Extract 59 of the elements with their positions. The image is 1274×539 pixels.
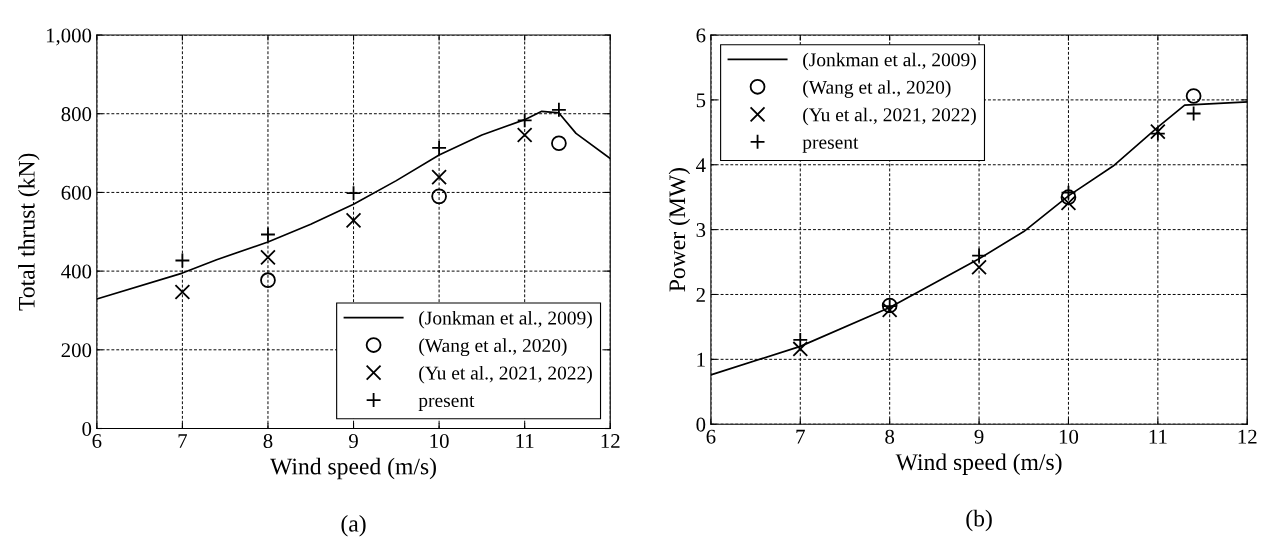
x-tick-label: 6 [706, 429, 716, 444]
y-axis-title: Total thrust (kN) [18, 153, 40, 311]
x-tick-label: 10 [1059, 429, 1079, 444]
x-tick-label: 11 [516, 434, 534, 448]
point [1185, 88, 1202, 104]
point [260, 249, 276, 266]
legend-label: (Jonkman et al., 2009) [803, 52, 976, 71]
x-tick-label: 7 [178, 434, 187, 448]
point [881, 302, 898, 318]
point [1060, 195, 1077, 211]
x-tick-label: 11 [1149, 429, 1167, 444]
point [260, 272, 276, 289]
x-tick-label: 8 [263, 433, 273, 449]
y-tick-label: 400 [61, 264, 92, 279]
legend-label: present [802, 137, 859, 153]
x-tick-label: 6 [92, 434, 102, 449]
point [971, 259, 987, 276]
point [431, 169, 447, 185]
x-tick-label: 8 [885, 429, 895, 444]
point [174, 252, 191, 269]
y-tick-label: 3 [696, 223, 706, 238]
point [345, 212, 362, 229]
y-tick-label: 600 [61, 185, 92, 200]
legend-label: (Jonkman et al., 2009) [419, 310, 592, 329]
x-tick-label: 9 [974, 429, 984, 444]
y-tick-label: 1,000 [46, 28, 92, 46]
point [174, 284, 191, 300]
text: (a) [341, 515, 366, 537]
point [792, 341, 809, 357]
x-tick-label: 7 [796, 429, 805, 444]
y-tick-label: 1 [697, 352, 705, 367]
legend-label: (Wang et al., 2020) [803, 80, 951, 98]
y-tick-label: 0 [82, 421, 92, 436]
point [431, 188, 447, 205]
y-tick-label: 6 [696, 28, 706, 43]
y-tick-label: 2 [696, 287, 705, 302]
x-tick-label: 9 [349, 434, 358, 449]
point [1060, 189, 1077, 206]
x-axis-title: Wind speed (m/s) [895, 453, 1062, 475]
y-tick-label: 0 [696, 417, 706, 432]
point [345, 185, 362, 202]
y-tick-label: 4 [696, 158, 706, 172]
legend-label: (Yu et al., 2021, 2022) [803, 107, 976, 126]
y-tick-label: 200 [61, 343, 92, 358]
x-tick-label: 12 [1238, 429, 1257, 444]
y-tick-label: 5 [696, 93, 706, 108]
x-tick-label: 12 [601, 434, 620, 448]
y-axis-title: Power (MW) [668, 168, 691, 292]
x-tick-label: 10 [430, 433, 449, 449]
point [516, 112, 533, 129]
legend-label: (Yu et al., 2021, 2022) [419, 365, 592, 384]
legend-label: present [418, 395, 475, 412]
text: (b) [966, 509, 992, 532]
x-axis-title: Wind speed (m/s) [270, 457, 436, 480]
y-tick-label: 800 [61, 107, 92, 122]
point [516, 127, 533, 143]
legend-label: (Wang et al., 2020) [419, 338, 567, 357]
point [551, 135, 567, 152]
point [1185, 105, 1202, 122]
